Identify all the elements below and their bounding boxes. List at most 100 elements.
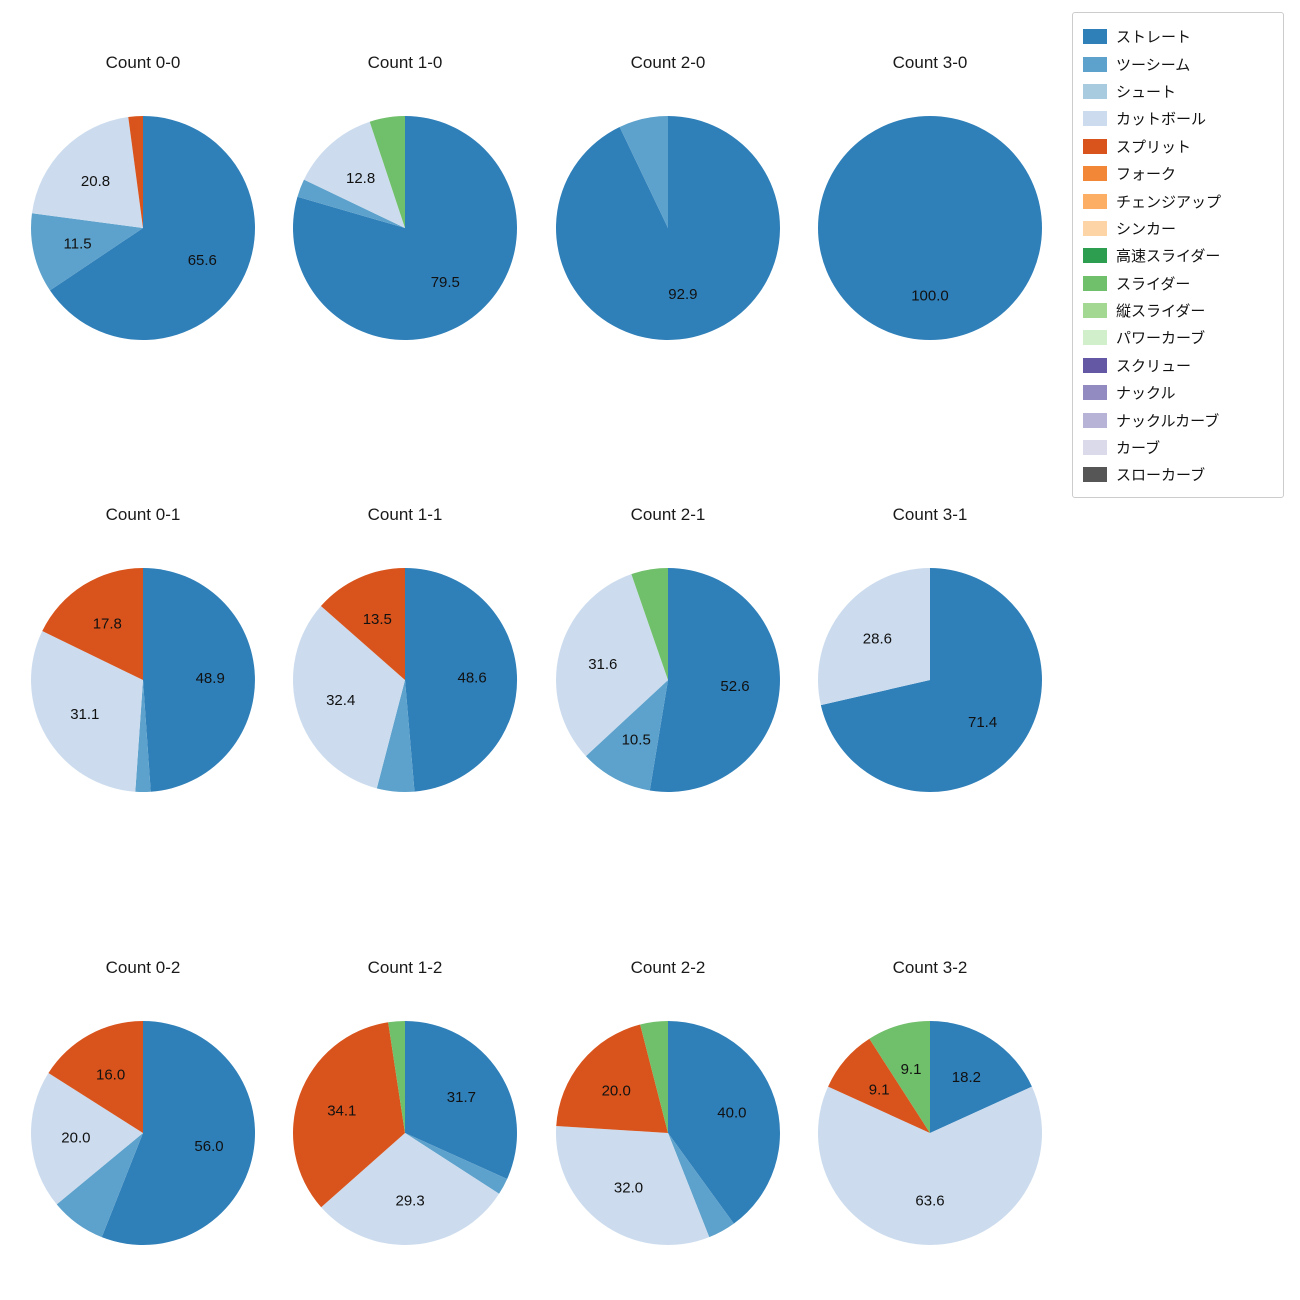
pie-slice bbox=[818, 116, 1042, 340]
pie-slice-label: 48.6 bbox=[457, 669, 486, 686]
pie-slice-label: 71.4 bbox=[968, 714, 997, 731]
pie-svg-count-3-1: 71.4 28.6 bbox=[817, 568, 1042, 792]
legend-item: チェンジアップ bbox=[1083, 187, 1273, 214]
pie-slice-label: 40.0 bbox=[717, 1104, 746, 1121]
legend-swatch-icon bbox=[1083, 56, 1107, 72]
pie-slice-label: 20.8 bbox=[81, 173, 110, 190]
chart-title: Count 1-2 bbox=[367, 958, 443, 977]
pie-slice bbox=[30, 213, 143, 291]
pie-slice bbox=[818, 1086, 1042, 1246]
legend-item: シンカー bbox=[1083, 215, 1273, 242]
pie-slice-label: 28.6 bbox=[863, 630, 892, 647]
legend-item: スプリット bbox=[1083, 133, 1273, 160]
pie-chart-count-3-2: Count 3-2 18.2 63.6 9.1 9.1 bbox=[810, 953, 1050, 1248]
pie-slice bbox=[48, 1021, 143, 1133]
pie-slice bbox=[292, 606, 405, 789]
legend-swatch-icon bbox=[1083, 83, 1107, 99]
pie-slice bbox=[320, 568, 405, 680]
pie-slice-label: 79.5 bbox=[431, 274, 460, 291]
pie-slice bbox=[135, 680, 151, 792]
legend-swatch-icon bbox=[1083, 138, 1107, 154]
pie-slice bbox=[369, 116, 405, 228]
pie-slice-label: 63.6 bbox=[915, 1192, 944, 1209]
pie-slice-label: 17.8 bbox=[93, 615, 122, 632]
legend-swatch-icon bbox=[1083, 357, 1107, 373]
pie-chart-count-3-0: Count 3-0 100.0 bbox=[810, 48, 1050, 343]
pie-slice-label: 29.3 bbox=[395, 1192, 424, 1209]
chart-title: Count 1-1 bbox=[367, 505, 443, 524]
legend-swatch-icon bbox=[1083, 166, 1107, 182]
legend-item: スクリュー bbox=[1083, 352, 1273, 379]
pie-svg-count-2-0: 92.9 bbox=[556, 116, 781, 340]
legend-swatch-icon bbox=[1083, 303, 1107, 319]
pie-slice-label: 16.0 bbox=[96, 1066, 125, 1083]
pie-chart-count-1-1: Count 1-1 48.6 32.4 13.5 bbox=[285, 500, 525, 795]
pie-chart-count-2-1: Count 2-1 52.6 10.5 31.6 bbox=[548, 500, 788, 795]
chart-title: Count 2-0 bbox=[630, 53, 706, 72]
pie-slice bbox=[869, 1021, 930, 1133]
pie-chart-count-0-0: Count 0-0 65.6 11.5 20.8 bbox=[23, 48, 263, 343]
pie-chart-count-1-2: Count 1-2 31.7 29.3 34.1 bbox=[285, 953, 525, 1248]
legend-item: 縦スライダー bbox=[1083, 297, 1273, 324]
pie-slice-label: 92.9 bbox=[668, 286, 697, 303]
pie-slice bbox=[817, 568, 930, 706]
pie-chart-count-2-2: Count 2-2 40.0 32.0 20.0 bbox=[548, 953, 788, 1248]
pie-slice bbox=[101, 1021, 256, 1245]
legend-swatch-icon bbox=[1083, 330, 1107, 346]
legend-label: 高速スライダー bbox=[1116, 248, 1221, 266]
pie-slice bbox=[292, 1022, 405, 1208]
pie-slice bbox=[619, 116, 668, 228]
pie-slice bbox=[649, 568, 780, 792]
pie-slice-label: 32.4 bbox=[326, 692, 355, 709]
pie-slice-label: 10.5 bbox=[622, 731, 651, 748]
pie-slice-label: 9.1 bbox=[901, 1061, 922, 1078]
legend-label: ストレート bbox=[1116, 29, 1192, 47]
legend-swatch-icon bbox=[1083, 412, 1107, 428]
legend-label: ナックル bbox=[1116, 385, 1176, 403]
chart-title: Count 0-1 bbox=[105, 505, 181, 524]
pie-slice-label: 20.0 bbox=[61, 1129, 90, 1146]
pie-slice bbox=[668, 1133, 734, 1238]
legend-item: ナックルカーブ bbox=[1083, 406, 1273, 433]
pie-slice bbox=[56, 1133, 144, 1238]
legend-swatch-icon bbox=[1083, 111, 1107, 127]
legend-label: カーブ bbox=[1116, 440, 1161, 458]
pie-svg-count-0-1: 48.9 31.1 17.8 bbox=[31, 568, 255, 792]
pie-slice bbox=[143, 568, 255, 792]
legend-item: スライダー bbox=[1083, 270, 1273, 297]
pie-slice bbox=[631, 568, 668, 680]
pie-slice bbox=[405, 1021, 517, 1179]
pie-slice-label: 48.9 bbox=[196, 670, 225, 687]
chart-title: Count 0-0 bbox=[105, 53, 181, 72]
chart-title: Count 2-2 bbox=[630, 958, 706, 977]
pie-svg-count-3-0: 100.0 bbox=[818, 116, 1042, 340]
legend-label: シュート bbox=[1116, 83, 1177, 101]
legend-swatch-icon bbox=[1083, 29, 1107, 45]
pie-slice-label: 34.1 bbox=[327, 1102, 356, 1119]
legend-swatch-icon bbox=[1083, 220, 1107, 236]
pie-slice bbox=[303, 121, 405, 228]
legend-label: チェンジアップ bbox=[1116, 193, 1222, 211]
legend-label: スライダー bbox=[1116, 275, 1191, 293]
pie-slice bbox=[556, 574, 668, 757]
legend-swatch-icon bbox=[1083, 193, 1107, 209]
chart-title: Count 3-2 bbox=[892, 958, 968, 977]
pie-chart-count-0-1: Count 0-1 48.9 31.1 17.8 bbox=[23, 500, 263, 795]
pie-slice bbox=[376, 680, 415, 793]
pie-slice-label: 56.0 bbox=[194, 1138, 223, 1155]
chart-title: Count 1-0 bbox=[367, 53, 443, 72]
pie-slice-label: 11.5 bbox=[64, 236, 92, 253]
legend-label: シンカー bbox=[1116, 220, 1177, 238]
pie-slice bbox=[556, 116, 781, 340]
chart-title: Count 3-0 bbox=[892, 53, 968, 72]
legend-label: スクリュー bbox=[1116, 357, 1192, 375]
pie-slice-label: 31.1 bbox=[70, 706, 99, 723]
legend-item: カットボール bbox=[1083, 105, 1273, 132]
legend-item: ツーシーム bbox=[1083, 50, 1273, 77]
pie-slice-label: 18.2 bbox=[952, 1069, 981, 1086]
pie-svg-count-1-1: 48.6 32.4 13.5 bbox=[292, 568, 518, 793]
pie-slice-label: 100.0 bbox=[911, 287, 949, 304]
pie-chart-count-0-2: Count 0-2 56.0 20.0 16.0 bbox=[23, 953, 263, 1248]
legend-label: スプリット bbox=[1116, 138, 1192, 156]
